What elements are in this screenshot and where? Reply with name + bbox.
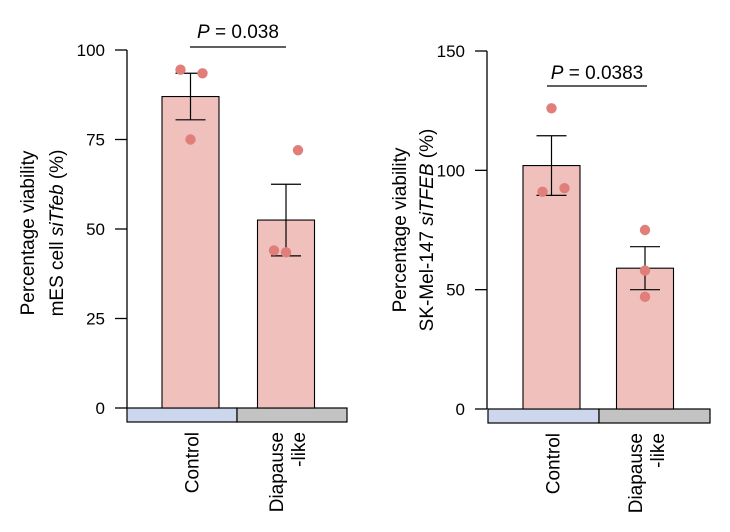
y-axis-label: Percentage viability mES cell siTfeb (%) (18, 150, 68, 317)
data-point (537, 186, 548, 198)
y-tick-label: 100 (437, 161, 465, 180)
data-point (185, 134, 196, 145)
category-label-diapause-like: -like (648, 433, 669, 468)
p-value-annotation: P = 0.0383 (547, 63, 647, 87)
category-label-diapause-like: Diapause (626, 433, 647, 513)
y-tick-label: 50 (446, 281, 465, 300)
data-point (559, 183, 570, 194)
y-tick-label: 25 (86, 310, 105, 329)
control-condition-strip (487, 408, 600, 424)
diapause-condition-strip (236, 407, 348, 423)
y-tick-label: 75 (86, 131, 105, 150)
data-point (268, 245, 280, 256)
y-tick-label: 150 (437, 42, 465, 61)
y-tick-label: 100 (77, 41, 105, 60)
y-axis-label-line1: Percentage viability (18, 150, 39, 315)
data-point (639, 291, 651, 303)
data-point (639, 224, 651, 236)
data-point (197, 68, 208, 79)
diapause-condition-strip (598, 408, 711, 424)
p-value-text: P = 0.038 (197, 22, 279, 43)
y-tick-label: 50 (86, 220, 105, 239)
panel-sk-mel-147: Percentage viability SK-Mel-147 siTFEB (… (390, 42, 711, 513)
plot-area-mes-cell: 0 25 50 75 100 Control Diapause -like (77, 41, 348, 512)
data-point (280, 247, 292, 258)
category-label-control: Control (183, 432, 204, 493)
data-point (639, 265, 651, 276)
plot-area-sk-mel-147: 0 50 100 150 Control Diapause -like (437, 42, 711, 513)
y-tick-label: 0 (96, 399, 105, 418)
control-condition-strip (126, 407, 238, 423)
panel-mes-cell: Percentage viability mES cell siTfeb (%)… (18, 22, 348, 512)
p-value-text: P = 0.0383 (551, 63, 643, 84)
bar-control (522, 165, 581, 410)
y-axis-label-line1: Percentage viability (390, 147, 411, 312)
category-label-diapause-like: Diapause (267, 432, 288, 512)
category-label-control: Control (544, 433, 565, 494)
y-axis-label-line2: mES cell siTfeb (%) (47, 150, 68, 317)
data-point (175, 64, 186, 75)
bar-control (161, 95, 220, 409)
data-point (292, 145, 304, 156)
category-label-diapause-like: -like (289, 432, 310, 467)
data-point (546, 103, 557, 114)
y-tick-label: 0 (456, 400, 465, 419)
y-axis-label-line2: SK-Mel-147 siTFEB (%) (417, 129, 438, 332)
p-value-annotation: P = 0.038 (190, 22, 286, 48)
y-axis-label: Percentage viability SK-Mel-147 siTFEB (… (390, 129, 438, 332)
